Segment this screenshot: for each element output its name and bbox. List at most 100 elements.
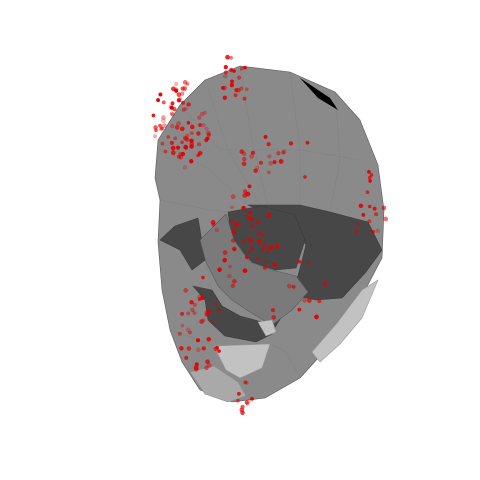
sensor-point: [242, 193, 248, 198]
sensor-point: [231, 228, 236, 233]
sensor-point: [267, 154, 272, 159]
sensor-point: [255, 165, 260, 170]
sensor-point: [204, 365, 209, 370]
sensor-point: [180, 323, 185, 328]
sensor-point: [281, 149, 287, 155]
sensor-point: [306, 261, 311, 266]
sensor-point: [180, 86, 185, 91]
sensor-point: [268, 160, 274, 166]
sensor-point: [245, 401, 250, 406]
sensor-point: [368, 179, 372, 183]
sensor-point: [181, 107, 186, 112]
sensor-point: [270, 307, 276, 313]
sensor-point: [257, 239, 262, 244]
sensor-point: [263, 134, 268, 139]
sensor-point: [233, 93, 238, 98]
sensor-point: [201, 123, 206, 128]
sensor-point: [196, 131, 201, 136]
sensor-point: [246, 215, 251, 221]
sensor-point: [182, 135, 188, 141]
sensor-point: [264, 245, 269, 250]
sensor-point: [291, 284, 296, 289]
sensor-point: [262, 242, 267, 247]
sensor-point: [210, 219, 216, 225]
sensor-point: [246, 250, 251, 255]
sensor-point: [206, 132, 212, 137]
sensor-point: [372, 206, 377, 211]
sensor-point: [206, 336, 212, 342]
sensor-point: [180, 151, 186, 157]
sensor-point: [180, 311, 185, 316]
sensor-point: [250, 224, 255, 229]
sensor-point: [214, 227, 220, 233]
sensor-point: [201, 275, 205, 280]
sensor-point: [163, 149, 168, 154]
sensor-point: [367, 219, 372, 224]
sensor-point: [268, 245, 274, 250]
sensor-point: [207, 308, 212, 313]
sensor-point: [365, 190, 370, 195]
sensor-point: [367, 170, 371, 174]
sensor-point: [160, 141, 165, 146]
sensor-point: [303, 175, 307, 179]
sensor-point: [178, 154, 184, 160]
sensor-point: [180, 140, 184, 145]
crown-ridge: [300, 78, 338, 110]
sensor-point: [196, 142, 202, 147]
sensor-point: [161, 100, 166, 105]
sensor-point: [153, 125, 158, 130]
sensor-point: [267, 212, 272, 217]
sensor-point: [253, 168, 259, 174]
sensor-point: [186, 120, 191, 125]
sensor-point: [241, 151, 247, 156]
sensor-point: [197, 115, 202, 120]
sensor-point: [189, 131, 194, 135]
sensor-point: [230, 205, 234, 210]
sensor-point: [204, 312, 210, 317]
sensor-point: [222, 250, 228, 255]
sensor-point: [183, 144, 189, 150]
sensor-point: [267, 170, 271, 175]
sensor-point: [248, 238, 254, 244]
sensor-point: [317, 299, 322, 304]
sensor-point: [176, 92, 182, 97]
sensor-point: [248, 210, 252, 215]
sensor-point: [223, 70, 228, 75]
sensor-point: [314, 314, 319, 320]
sensor-point: [297, 259, 302, 264]
sensor-point: [247, 184, 252, 189]
sensor-point: [243, 65, 247, 70]
sensor-point: [170, 101, 175, 106]
sensor-point: [248, 215, 254, 221]
sensor-point: [158, 123, 162, 128]
sensor-point: [179, 126, 185, 132]
sensor-point: [265, 249, 270, 255]
sensor-point: [271, 314, 277, 320]
sensor-point: [375, 228, 380, 234]
sensor-point: [242, 268, 248, 274]
sensor-point: [249, 246, 254, 251]
sensor-point: [169, 105, 174, 110]
sensor-point: [206, 363, 212, 368]
sensor-point: [192, 311, 197, 316]
sensor-point: [361, 212, 366, 217]
sensor-point: [261, 232, 266, 237]
sensor-point: [266, 142, 271, 147]
sensor-point: [236, 87, 241, 93]
sensor-point: [232, 69, 236, 73]
sensor-point: [250, 150, 255, 155]
sensor-point: [174, 125, 180, 130]
sensor-point: [210, 320, 215, 325]
sensor-point: [199, 111, 205, 117]
sensor-point: [222, 95, 228, 100]
sensor-point: [193, 366, 199, 372]
sensor-point: [170, 112, 175, 117]
sensor-point: [202, 110, 207, 115]
sensor-point: [176, 154, 182, 159]
sensor-point: [367, 204, 372, 209]
sensor-point: [227, 264, 233, 269]
sensor-point: [186, 102, 191, 107]
sensor-point: [230, 194, 236, 200]
sensor-point: [371, 230, 375, 234]
